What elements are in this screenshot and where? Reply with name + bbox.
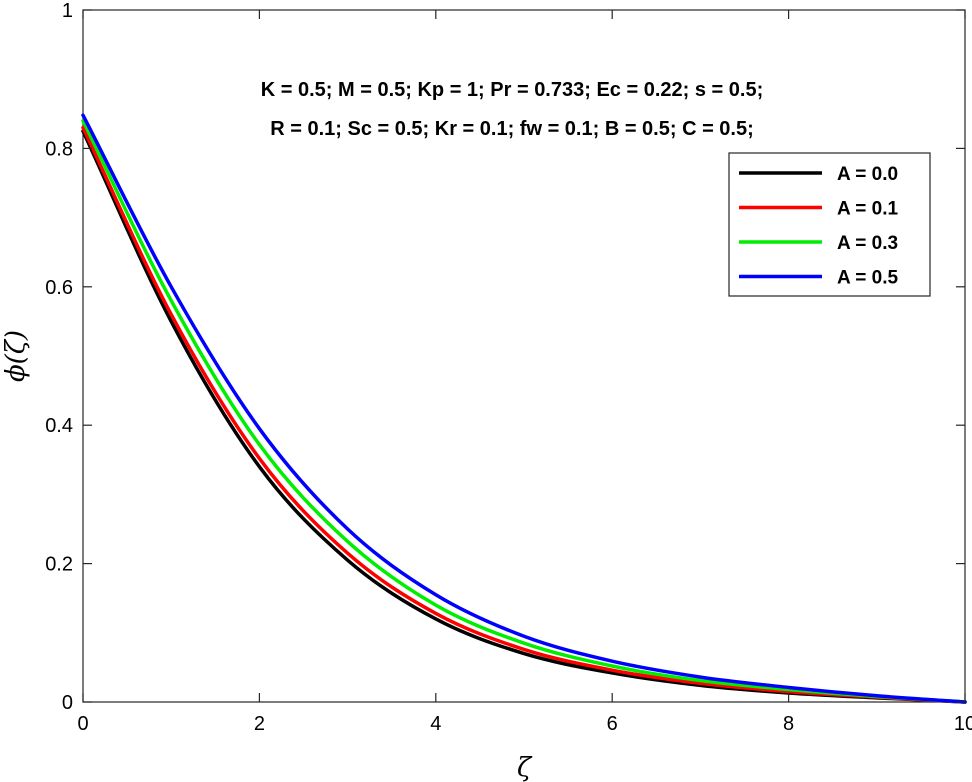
x-tick-label: 8 xyxy=(783,713,794,735)
parameter-annotation-line-2: R = 0.1; Sc = 0.5; Kr = 0.1; fw = 0.1; B… xyxy=(270,118,754,140)
legend-label-1: A = 0.1 xyxy=(837,199,899,220)
legend-box xyxy=(728,152,931,297)
x-tick-label: 10 xyxy=(954,713,972,735)
legend: A = 0.0 A = 0.1 A = 0.3 A = 0.5 xyxy=(728,152,931,297)
plot-area xyxy=(82,9,966,703)
parameter-annotation-line-1: K = 0.5; M = 0.5; Kp = 1; Pr = 0.733; Ec… xyxy=(261,79,763,101)
x-tick-label: 6 xyxy=(607,713,618,735)
legend-label-3: A = 0.5 xyxy=(837,268,899,289)
axis-ticks: 0 2 4 6 8 10 0 0.2 0.4 0.6 0.8 1 xyxy=(45,0,972,735)
x-tick-label: 0 xyxy=(77,713,88,735)
y-tick-label: 0 xyxy=(62,692,73,714)
y-tick-label: 0.2 xyxy=(45,554,73,576)
x-tick-label: 2 xyxy=(254,713,265,735)
series-line-3 xyxy=(81,113,967,704)
legend-label-2: A = 0.3 xyxy=(837,233,898,254)
plot-frame xyxy=(82,9,966,703)
y-axis-label: ϕ(ζ) xyxy=(1,330,31,382)
x-axis-label: ζ xyxy=(517,753,533,782)
series-line-2 xyxy=(81,118,967,704)
legend-label-0: A = 0.0 xyxy=(837,164,898,185)
series-line-1 xyxy=(81,125,967,704)
y-tick-label: 0.4 xyxy=(45,415,73,437)
x-tick-label: 4 xyxy=(430,713,441,735)
y-tick-label: 0.8 xyxy=(45,138,73,160)
series-group xyxy=(81,113,967,704)
y-tick-label: 0.6 xyxy=(45,277,73,299)
y-tick-label: 1 xyxy=(62,0,73,22)
